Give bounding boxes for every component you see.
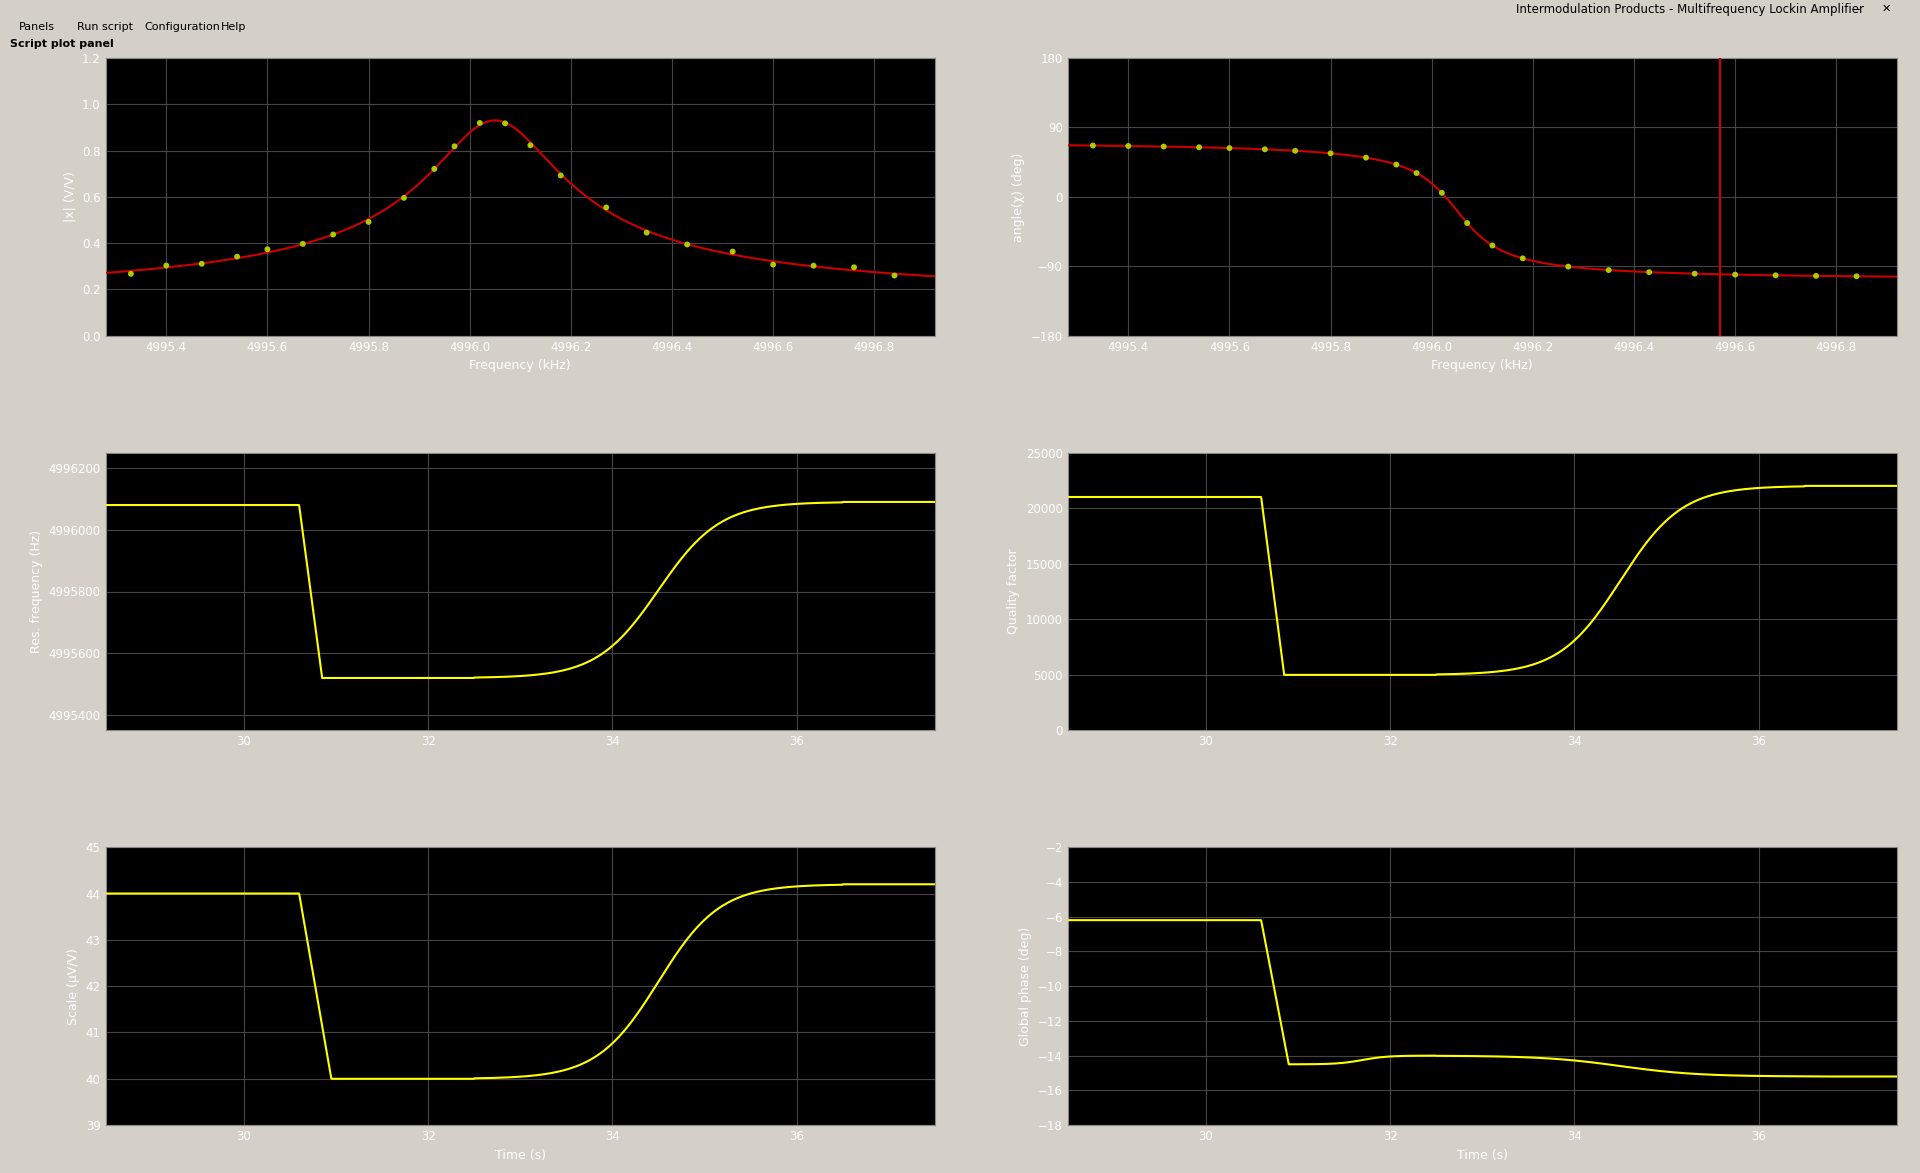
Text: ─: ─ [1851, 4, 1859, 14]
Point [1185, 138, 1215, 157]
Point [1427, 183, 1457, 202]
Text: ✕: ✕ [1882, 4, 1891, 14]
Point [221, 248, 252, 266]
X-axis label: Time (s): Time (s) [495, 1148, 545, 1161]
Point [591, 198, 622, 217]
Text: Intermodulation Products - Multifrequency Lockin Amplifier: Intermodulation Products - Multifrequenc… [1515, 4, 1864, 16]
X-axis label: Time (s): Time (s) [1457, 1148, 1507, 1161]
Point [672, 235, 703, 253]
Point [1213, 138, 1244, 157]
Point [1801, 266, 1832, 285]
Point [419, 160, 449, 178]
Y-axis label: |x| (V/V): |x| (V/V) [63, 171, 77, 222]
Point [1380, 155, 1411, 174]
Point [115, 264, 146, 283]
Point [718, 242, 749, 260]
Point [490, 114, 520, 133]
Y-axis label: angle(χ) (deg): angle(χ) (deg) [1012, 152, 1025, 242]
Point [1250, 140, 1281, 158]
Point [515, 136, 545, 155]
Point [440, 137, 470, 156]
Point [1720, 265, 1751, 284]
Point [879, 266, 910, 285]
Point [545, 167, 576, 185]
Point [388, 189, 419, 208]
Point [353, 212, 384, 231]
Point [799, 257, 829, 276]
Point [465, 114, 495, 133]
Text: Script plot panel: Script plot panel [10, 39, 113, 49]
Text: Panels: Panels [19, 22, 56, 32]
Point [1841, 267, 1872, 286]
X-axis label: Frequency (kHz): Frequency (kHz) [1432, 359, 1532, 372]
Point [319, 225, 349, 244]
Point [1634, 263, 1665, 282]
Text: Help: Help [221, 22, 246, 32]
Y-axis label: Global phase (deg): Global phase (deg) [1020, 927, 1033, 1046]
Point [1553, 257, 1584, 276]
Point [1077, 136, 1108, 155]
Point [1281, 142, 1311, 161]
Point [1594, 260, 1624, 279]
Point [1761, 266, 1791, 285]
Point [839, 258, 870, 277]
Point [152, 256, 182, 274]
Y-axis label: Res. frequency (Hz): Res. frequency (Hz) [31, 530, 42, 653]
Point [1315, 144, 1346, 163]
Point [1680, 264, 1711, 283]
Point [1476, 236, 1507, 255]
X-axis label: Frequency (kHz): Frequency (kHz) [470, 359, 570, 372]
Y-axis label: Scale (µV/V): Scale (µV/V) [67, 948, 81, 1024]
Point [758, 256, 789, 274]
Point [632, 223, 662, 242]
Text: Run script: Run script [77, 22, 132, 32]
Point [1148, 137, 1179, 156]
Text: Configuration: Configuration [144, 22, 221, 32]
Point [252, 240, 282, 259]
Point [1114, 136, 1144, 155]
Point [1452, 213, 1482, 232]
Point [1402, 164, 1432, 183]
Point [1350, 148, 1380, 167]
Point [1507, 249, 1538, 267]
Point [186, 255, 217, 273]
Point [288, 235, 319, 253]
Y-axis label: Quality factor: Quality factor [1008, 549, 1020, 635]
